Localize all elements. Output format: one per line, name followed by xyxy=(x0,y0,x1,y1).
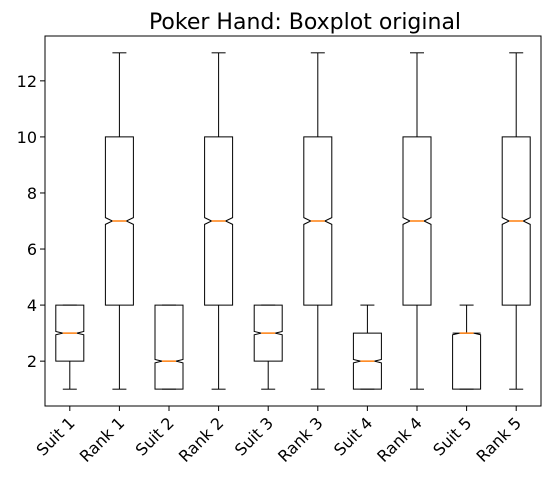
x-tick-label: Suit 3 xyxy=(231,413,277,459)
box-suit-1 xyxy=(55,304,85,390)
x-tick-label: Rank 1 xyxy=(76,413,129,466)
box-body xyxy=(253,304,283,362)
box-body xyxy=(452,332,482,390)
x-tick-label: Rank 3 xyxy=(274,413,327,466)
box-suit-3 xyxy=(253,304,283,390)
box-suit-5 xyxy=(452,304,482,390)
box-suit-2 xyxy=(154,304,184,390)
y-tick-label: 8 xyxy=(27,184,37,203)
plot-area xyxy=(55,52,531,390)
box-body xyxy=(402,136,432,306)
y-tick-label: 2 xyxy=(27,352,37,371)
box-body xyxy=(501,136,531,306)
box-rank-4 xyxy=(402,52,432,390)
box-body xyxy=(352,332,382,390)
y-tick-label: 4 xyxy=(27,296,37,315)
y-tick-label: 12 xyxy=(17,72,37,91)
y-axis: 2 4 6 8 10 12 xyxy=(17,72,45,371)
box-body xyxy=(303,136,333,306)
box-suit-4 xyxy=(352,304,382,390)
chart-title: Poker Hand: Boxplot original xyxy=(149,10,461,35)
x-tick-label: Suit 5 xyxy=(429,413,475,459)
box-body xyxy=(154,304,184,390)
x-tick-label: Suit 4 xyxy=(330,413,376,459)
x-tick-label: Rank 5 xyxy=(473,413,526,466)
box-rank-3 xyxy=(303,52,333,390)
box-body xyxy=(204,136,234,306)
box-body xyxy=(104,136,134,306)
box-rank-5 xyxy=(501,52,531,390)
x-tick-label: Suit 1 xyxy=(32,413,78,459)
y-tick-label: 6 xyxy=(27,240,37,259)
y-tick-label: 10 xyxy=(17,128,37,147)
box-body xyxy=(55,304,85,362)
x-tick-label: Rank 4 xyxy=(373,413,426,466)
box-rank-2 xyxy=(204,52,234,390)
x-tick-label: Rank 2 xyxy=(175,413,228,466)
x-tick-label: Suit 2 xyxy=(132,413,178,459)
box-rank-1 xyxy=(104,52,134,390)
axes-frame xyxy=(44,35,542,407)
